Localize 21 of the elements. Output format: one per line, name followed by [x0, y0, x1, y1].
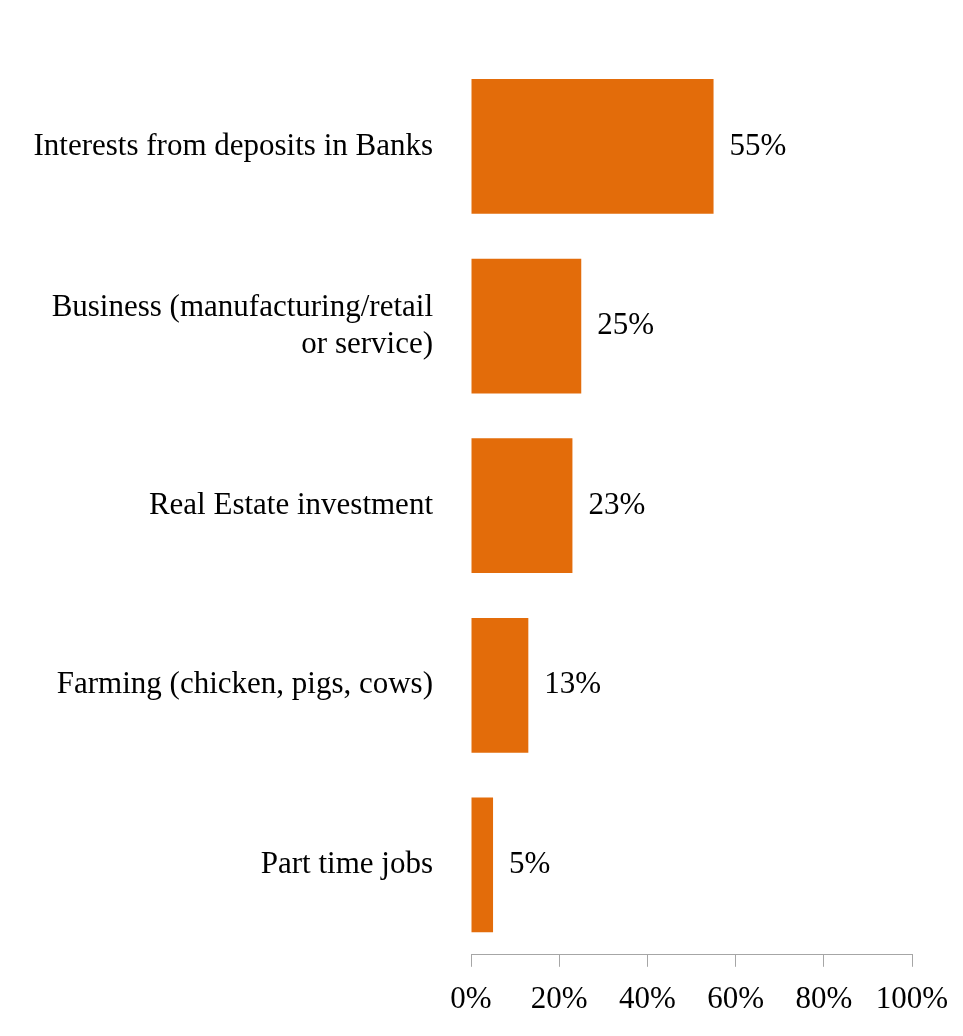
bar — [471, 797, 494, 933]
bar — [471, 617, 529, 753]
x-tick-label: 60% — [707, 979, 765, 1015]
data-label: 5% — [509, 845, 551, 881]
bar — [471, 79, 714, 214]
x-tick-label: 40% — [618, 979, 676, 1015]
x-tick-label: 100% — [875, 979, 949, 1015]
y-tick-label: Interests from deposits in Banks — [33, 126, 433, 162]
x-tick-label: 20% — [530, 979, 588, 1015]
data-label: 13% — [544, 665, 602, 701]
y-tick-label: Farming (chicken, pigs, cows) — [56, 665, 433, 701]
bar — [471, 438, 573, 574]
data-label: 25% — [597, 306, 655, 342]
x-tick-label: 0% — [450, 979, 492, 1015]
data-label: 55% — [729, 126, 787, 162]
y-tick-label: Part time jobs — [260, 845, 433, 881]
data-label: 23% — [588, 485, 646, 521]
y-tick-label: Business (manufacturing/retail or service) — [51, 287, 433, 360]
bar — [471, 258, 582, 394]
y-tick-label: Real Estate investment — [148, 485, 434, 521]
x-tick-label: 80% — [795, 979, 853, 1015]
